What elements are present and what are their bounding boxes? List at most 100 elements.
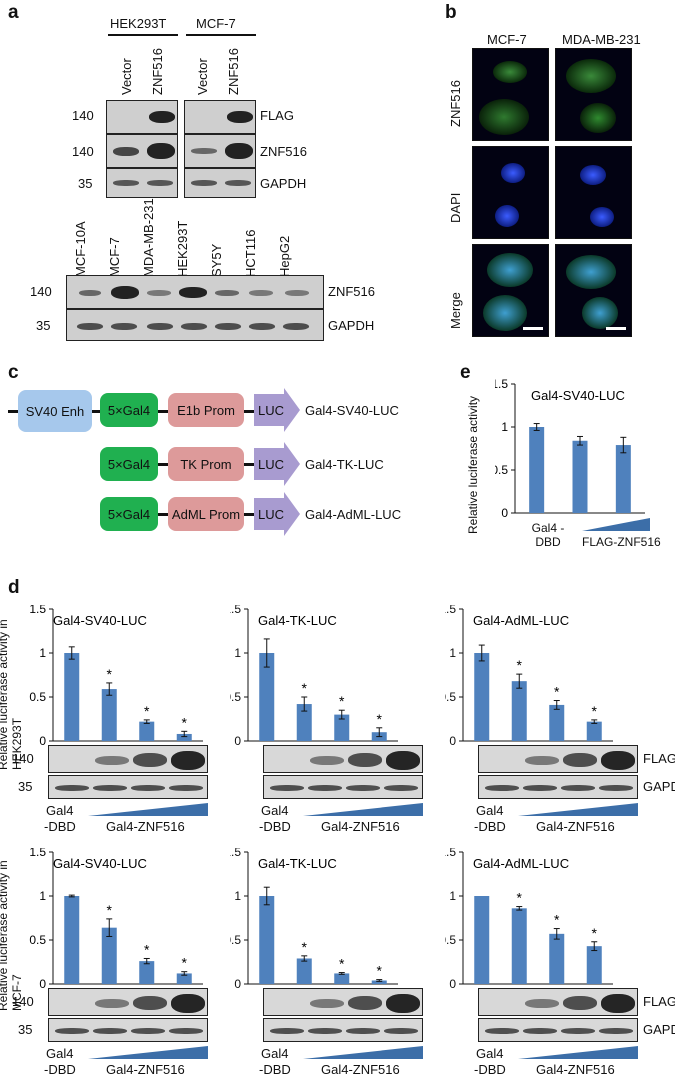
y-tick-label: 0 — [234, 977, 241, 988]
significance-star: * — [182, 955, 188, 971]
significance-star: * — [517, 890, 523, 906]
blot-gapdh-hek — [106, 168, 178, 198]
construct-name: Gal4-AdML-LUC — [305, 507, 402, 522]
promoter-box: TK Prom — [168, 447, 244, 481]
promoter-box: AdML Prom — [168, 497, 244, 531]
band — [55, 785, 89, 791]
lane-label: Vector — [119, 58, 134, 95]
band — [348, 996, 382, 1010]
blot-znf516-mcf7 — [184, 134, 256, 168]
band — [55, 1028, 89, 1034]
bar — [529, 427, 545, 513]
bar — [259, 896, 275, 984]
blot-znf516-panel — [66, 275, 324, 309]
y-tick-label: 1.5 — [445, 605, 456, 616]
band — [525, 998, 559, 1008]
luc-label: LUC — [258, 457, 285, 472]
band — [563, 753, 597, 767]
y-axis-label: Relative luciferase activity — [466, 395, 480, 534]
band — [169, 1028, 203, 1034]
bar — [334, 973, 350, 984]
micrograph-dapi-mcf7 — [472, 146, 549, 239]
row-label: GAPDH — [260, 176, 307, 191]
y-tick-label: 1.5 — [29, 605, 46, 616]
micrograph-znf516-mcf7 — [472, 48, 549, 141]
chart-title: Gal4-SV40-LUC — [531, 388, 625, 403]
gradient-triangle — [518, 803, 638, 816]
micrograph-dapi-mdamb231 — [555, 146, 632, 239]
blot-flag — [478, 988, 638, 1016]
bar — [615, 445, 631, 513]
y-tick-label: 1 — [39, 889, 46, 903]
y-tick-label: 1 — [449, 646, 456, 660]
bar — [64, 896, 80, 984]
blot-gapdh-panel — [66, 309, 324, 341]
x-label-treatment: Gal4-ZNF516 — [536, 1062, 615, 1077]
band — [169, 785, 203, 791]
gradient-triangle — [88, 1046, 208, 1059]
band — [93, 1028, 127, 1034]
x-label-control: Gal4 -DBD — [531, 521, 565, 549]
chart-title: Gal4-AdML-LUC — [473, 856, 569, 871]
y-tick-label: 0.5 — [230, 933, 241, 947]
band — [270, 785, 304, 791]
bar-chart-d: 0 0.5 1 1.5 Gal4-SV40-LUC * * * — [29, 605, 203, 745]
x-label-control: -DBD — [474, 819, 506, 834]
row-label: DAPI — [448, 192, 463, 223]
y-tick-label: 0 — [501, 506, 508, 520]
significance-star: * — [144, 703, 150, 719]
significance-star: * — [107, 902, 113, 918]
bar — [64, 653, 80, 741]
chart-title: Gal4-TK-LUC — [258, 856, 337, 871]
bar — [139, 961, 155, 984]
band — [310, 755, 344, 765]
x-label-control: Gal4 — [46, 803, 74, 818]
blot-znf516-hek — [106, 134, 178, 168]
chart-title: Gal4-TK-LUC — [258, 613, 337, 628]
panel-d-letter: d — [8, 577, 20, 598]
bar — [139, 721, 155, 741]
band — [384, 785, 418, 791]
row-label: ZNF516 — [448, 80, 463, 127]
x-label-control: Gal4 — [261, 803, 289, 818]
cell-line-label: HCT116 — [243, 229, 258, 277]
cell-line-label: MCF-7 — [107, 237, 122, 277]
chart-title: Gal4-SV40-LUC — [53, 856, 147, 871]
cell-line-label: SY5Y — [209, 243, 224, 277]
band — [131, 785, 165, 791]
y-tick-label: 0.5 — [29, 690, 46, 704]
gal4-box: 5×Gal4 — [100, 497, 158, 531]
x-label-control: -DBD — [44, 1062, 76, 1077]
bar-chart-d: 0 0.5 1 1.5 Gal4-AdML-LUC * * * — [445, 848, 613, 988]
y-tick-label: 1 — [234, 646, 241, 660]
significance-star: * — [554, 912, 560, 928]
y-tick-label: 1.5 — [495, 377, 508, 391]
gal4-box: 5×Gal4 — [100, 447, 158, 481]
x-label-control: Gal4 — [476, 803, 504, 818]
row-label: GAPDH — [643, 779, 675, 794]
band — [563, 996, 597, 1010]
band — [601, 750, 635, 770]
group-underline — [108, 34, 178, 36]
x-label-control: Gal4 — [46, 1046, 74, 1061]
cell-line-label: HEK293T — [175, 220, 190, 277]
significance-star: * — [182, 714, 188, 730]
bar — [296, 704, 312, 741]
y-tick-label: 0 — [234, 734, 241, 745]
bar — [334, 714, 350, 741]
luc-label: LUC — [258, 403, 285, 418]
cell-line-label: MCF-10A — [73, 221, 88, 277]
group-underline — [186, 34, 256, 36]
panel-e-letter: e — [460, 362, 471, 383]
band — [523, 785, 557, 791]
bar — [549, 933, 565, 984]
bar — [176, 733, 192, 741]
bar — [511, 681, 527, 741]
blot-flag — [48, 745, 208, 773]
panel-c-letter: c — [8, 362, 19, 383]
band — [133, 996, 167, 1010]
y-tick-label: 0.5 — [495, 463, 508, 477]
band — [131, 1028, 165, 1034]
scale-bar — [606, 327, 626, 330]
bar — [572, 440, 588, 513]
